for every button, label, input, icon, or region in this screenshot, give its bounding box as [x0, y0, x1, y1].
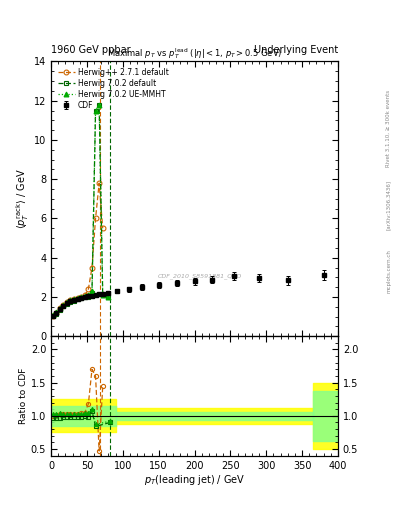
Herwig 7.0.2 UE-MMHT	[83, 293, 87, 299]
Herwig 7.0.2 UE-MMHT	[97, 101, 101, 108]
Y-axis label: Ratio to CDF: Ratio to CDF	[19, 368, 28, 424]
Herwig++ 2.7.1 default	[72, 296, 76, 302]
Herwig++ 2.7.1 default	[61, 302, 66, 308]
Herwig++ 2.7.1 default	[90, 265, 94, 271]
Herwig 7.0.2 UE-MMHT	[68, 297, 73, 304]
Herwig++ 2.7.1 default	[93, 216, 98, 222]
Title: Maximal $p_T$ vs $p_T^{\mathrm{lead}}$ ($|\eta| < 1$, $p_T > 0.5$ GeV): Maximal $p_T$ vs $p_T^{\mathrm{lead}}$ (…	[107, 47, 282, 61]
Herwig++ 2.7.1 default	[51, 312, 55, 318]
Herwig 7.0.2 UE-MMHT	[51, 312, 55, 318]
Herwig 7.0.2 UE-MMHT	[93, 108, 98, 114]
Herwig 7.0.2 UE-MMHT	[64, 300, 69, 306]
Herwig++ 2.7.1 default	[57, 305, 62, 311]
Herwig 7.0.2 UE-MMHT	[75, 295, 80, 301]
Herwig++ 2.7.1 default	[100, 225, 105, 231]
Herwig 7.0.2 default	[79, 295, 84, 302]
Herwig 7.0.2 default	[90, 290, 94, 296]
Herwig++ 2.7.1 default	[54, 310, 59, 316]
Text: Rivet 3.1.10, ≥ 300k events: Rivet 3.1.10, ≥ 300k events	[386, 90, 391, 166]
Herwig 7.0.2 UE-MMHT	[72, 296, 76, 302]
Herwig 7.0.2 default	[86, 293, 91, 300]
Herwig 7.0.2 default	[93, 108, 98, 114]
Text: CDF_2010_S8591881_QCD: CDF_2010_S8591881_QCD	[158, 273, 242, 279]
Herwig 7.0.2 default	[61, 303, 66, 309]
Herwig 7.0.2 default	[83, 294, 87, 301]
Herwig++ 2.7.1 default	[75, 295, 80, 301]
Herwig 7.0.2 default	[57, 307, 62, 313]
Herwig 7.0.2 default	[68, 299, 73, 305]
Herwig 7.0.2 UE-MMHT	[54, 309, 59, 315]
Y-axis label: $\langle p_T^{\mathrm{rack}} \rangle$ / GeV: $\langle p_T^{\mathrm{rack}} \rangle$ / …	[14, 168, 31, 229]
Herwig 7.0.2 UE-MMHT	[79, 294, 84, 300]
Herwig++ 2.7.1 default	[83, 292, 87, 298]
Herwig++ 2.7.1 default	[86, 286, 91, 292]
Herwig 7.0.2 UE-MMHT	[57, 305, 62, 311]
Text: [arXiv:1306.3436]: [arXiv:1306.3436]	[386, 180, 391, 230]
Herwig 7.0.2 default	[75, 296, 80, 303]
Herwig 7.0.2 default	[106, 294, 111, 300]
Herwig++ 2.7.1 default	[97, 180, 101, 186]
Text: mcplots.cern.ch: mcplots.cern.ch	[386, 249, 391, 293]
Text: 1960 GeV ppbar: 1960 GeV ppbar	[51, 45, 131, 55]
Herwig 7.0.2 default	[54, 311, 59, 317]
Legend: Herwig++ 2.7.1 default, Herwig 7.0.2 default, Herwig 7.0.2 UE-MMHT, CDF: Herwig++ 2.7.1 default, Herwig 7.0.2 def…	[58, 68, 169, 110]
Herwig++ 2.7.1 default	[68, 297, 73, 304]
Line: Herwig++ 2.7.1 default: Herwig++ 2.7.1 default	[51, 181, 105, 318]
Herwig 7.0.2 UE-MMHT	[61, 302, 66, 308]
Herwig 7.0.2 UE-MMHT	[90, 288, 94, 294]
Herwig++ 2.7.1 default	[79, 293, 84, 300]
Line: Herwig 7.0.2 default: Herwig 7.0.2 default	[51, 102, 111, 318]
Herwig 7.0.2 default	[51, 313, 55, 319]
Herwig 7.0.2 UE-MMHT	[100, 291, 105, 297]
Text: Underlying Event: Underlying Event	[254, 45, 338, 55]
Herwig 7.0.2 default	[72, 297, 76, 304]
Line: Herwig 7.0.2 UE-MMHT: Herwig 7.0.2 UE-MMHT	[51, 102, 111, 317]
Herwig 7.0.2 UE-MMHT	[86, 291, 91, 297]
Herwig 7.0.2 default	[64, 301, 69, 307]
Herwig 7.0.2 default	[100, 292, 105, 298]
Herwig++ 2.7.1 default	[64, 300, 69, 306]
X-axis label: $p_T$(leading jet) / GeV: $p_T$(leading jet) / GeV	[144, 473, 245, 487]
Herwig 7.0.2 UE-MMHT	[106, 293, 111, 300]
Herwig 7.0.2 default	[97, 101, 101, 108]
